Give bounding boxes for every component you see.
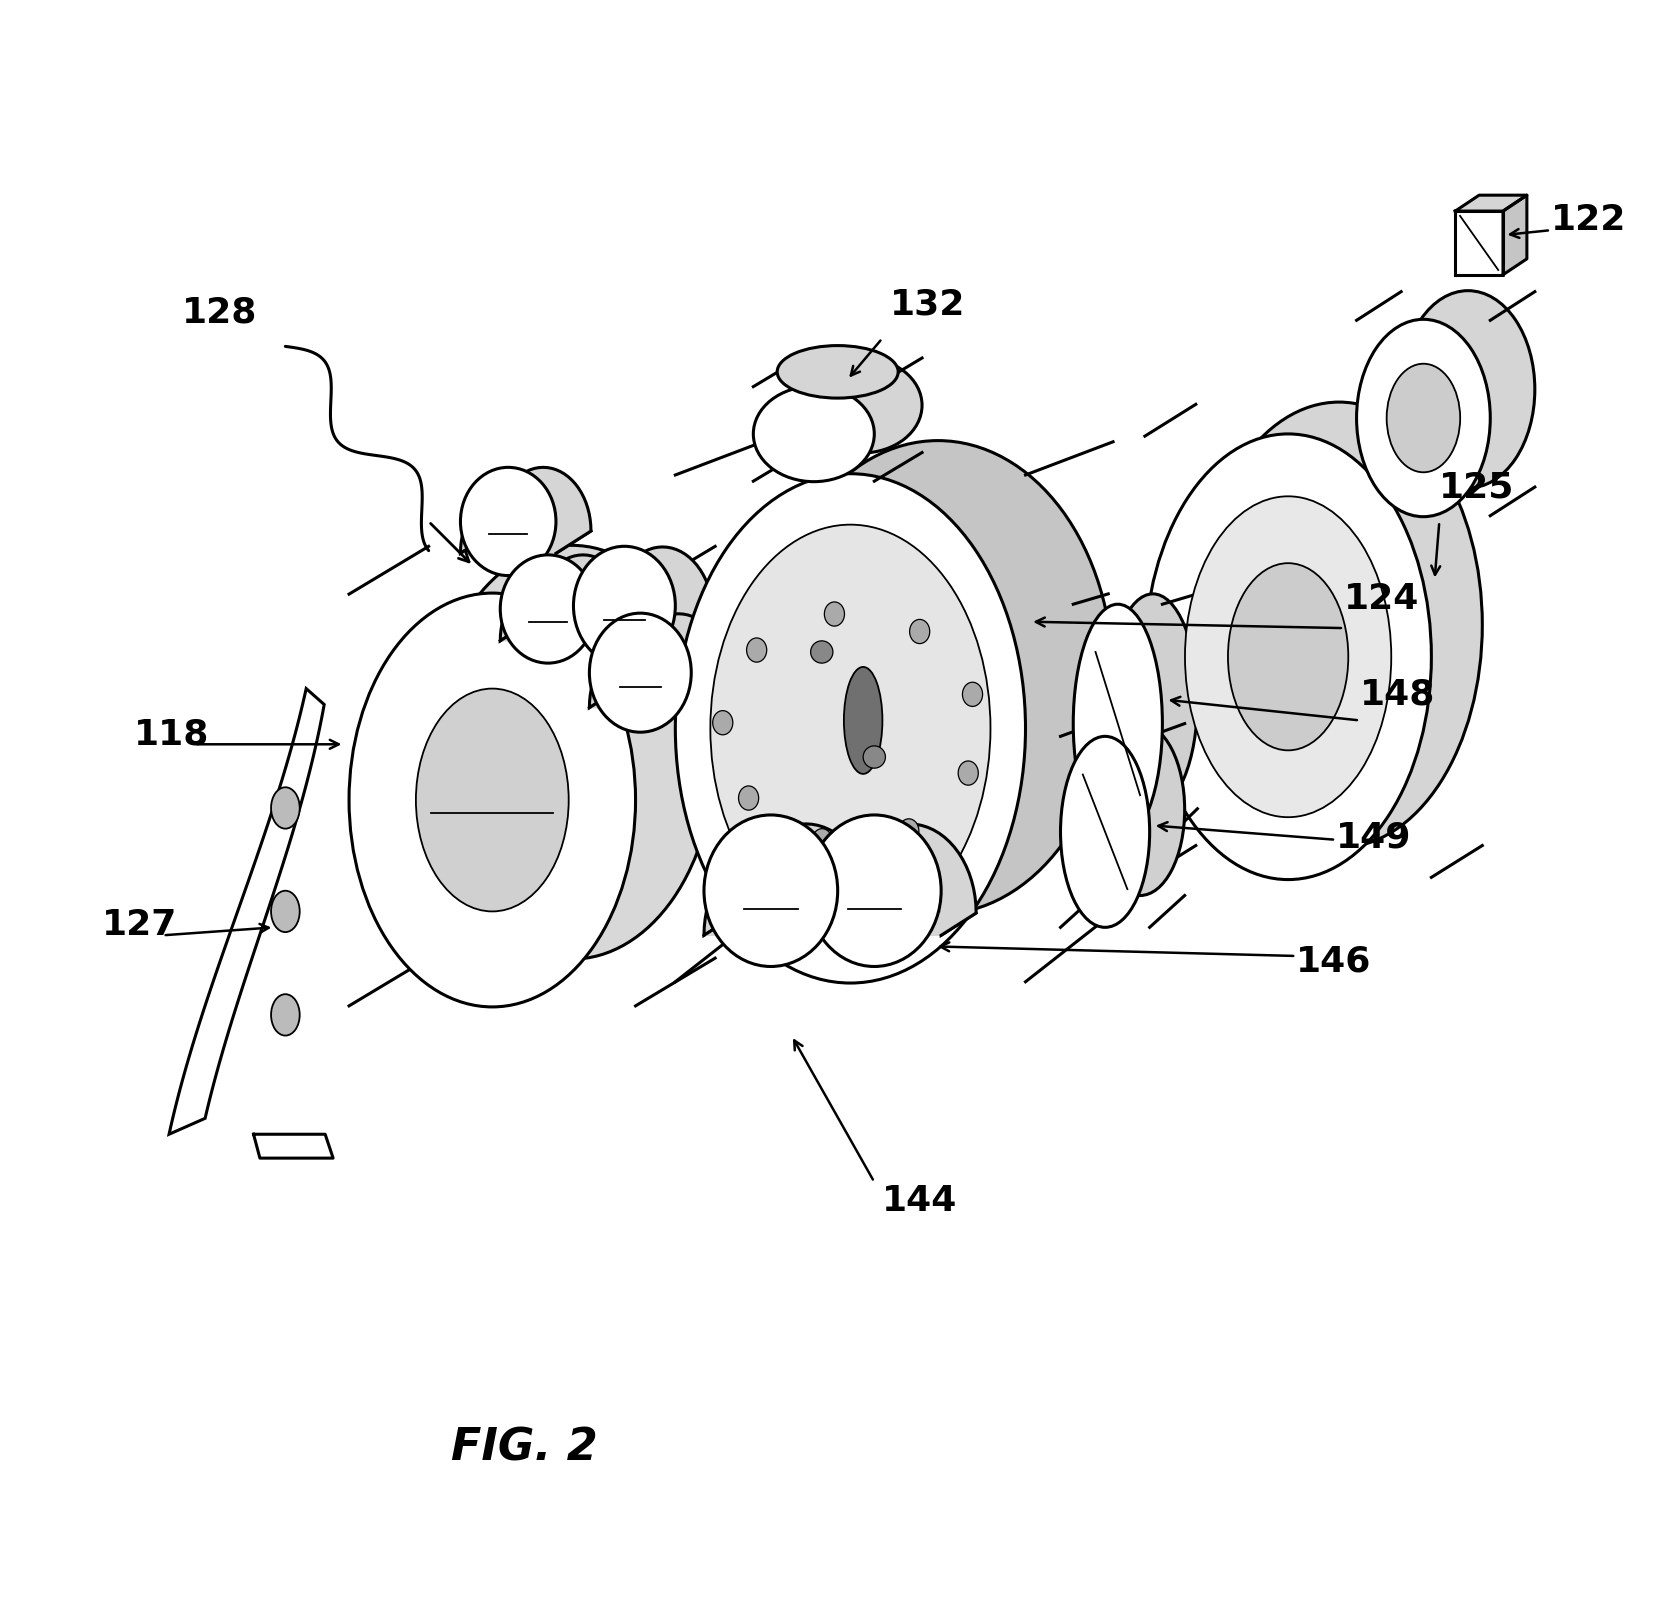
Ellipse shape bbox=[1185, 496, 1392, 818]
Ellipse shape bbox=[1357, 320, 1490, 517]
Ellipse shape bbox=[753, 386, 875, 482]
Polygon shape bbox=[704, 824, 873, 936]
Text: 127: 127 bbox=[102, 909, 177, 942]
Ellipse shape bbox=[778, 346, 898, 398]
Polygon shape bbox=[574, 618, 714, 642]
Ellipse shape bbox=[416, 688, 569, 912]
Ellipse shape bbox=[801, 357, 921, 453]
Ellipse shape bbox=[270, 891, 300, 933]
Ellipse shape bbox=[1228, 563, 1349, 750]
Polygon shape bbox=[808, 914, 976, 936]
Text: 128: 128 bbox=[182, 296, 257, 330]
Text: 144: 144 bbox=[883, 1184, 958, 1218]
Ellipse shape bbox=[676, 474, 1025, 982]
Ellipse shape bbox=[1108, 594, 1197, 808]
Ellipse shape bbox=[813, 829, 833, 853]
Polygon shape bbox=[589, 683, 729, 707]
Polygon shape bbox=[574, 547, 714, 642]
Ellipse shape bbox=[738, 786, 759, 810]
Ellipse shape bbox=[845, 667, 883, 774]
Ellipse shape bbox=[270, 787, 300, 829]
Ellipse shape bbox=[711, 525, 990, 933]
Ellipse shape bbox=[574, 546, 676, 666]
Ellipse shape bbox=[704, 814, 838, 966]
Text: FIG. 2: FIG. 2 bbox=[451, 1427, 598, 1469]
Ellipse shape bbox=[349, 594, 636, 1006]
Ellipse shape bbox=[811, 642, 833, 662]
Ellipse shape bbox=[746, 638, 766, 662]
Polygon shape bbox=[589, 614, 729, 707]
Text: 125: 125 bbox=[1439, 470, 1515, 504]
Ellipse shape bbox=[429, 546, 714, 958]
Polygon shape bbox=[704, 914, 873, 936]
Text: 118: 118 bbox=[134, 717, 210, 752]
Polygon shape bbox=[501, 555, 631, 642]
Ellipse shape bbox=[958, 762, 978, 786]
Polygon shape bbox=[808, 824, 976, 936]
Ellipse shape bbox=[808, 814, 941, 966]
Polygon shape bbox=[1504, 195, 1527, 275]
Text: 149: 149 bbox=[1335, 821, 1412, 854]
Ellipse shape bbox=[1402, 291, 1535, 488]
Ellipse shape bbox=[910, 619, 930, 643]
Polygon shape bbox=[1455, 211, 1504, 275]
Ellipse shape bbox=[1095, 723, 1185, 896]
Ellipse shape bbox=[1195, 402, 1482, 848]
Ellipse shape bbox=[963, 682, 983, 707]
Polygon shape bbox=[254, 1134, 334, 1158]
Ellipse shape bbox=[763, 440, 1113, 914]
Ellipse shape bbox=[1060, 736, 1150, 928]
Ellipse shape bbox=[1145, 434, 1432, 880]
Text: 122: 122 bbox=[1551, 203, 1626, 237]
Ellipse shape bbox=[501, 555, 596, 662]
Ellipse shape bbox=[863, 746, 886, 768]
Text: 132: 132 bbox=[890, 288, 966, 322]
Ellipse shape bbox=[713, 710, 733, 734]
Ellipse shape bbox=[270, 994, 300, 1035]
Ellipse shape bbox=[461, 467, 556, 576]
Polygon shape bbox=[461, 467, 591, 554]
Text: 148: 148 bbox=[1360, 677, 1435, 712]
Polygon shape bbox=[169, 688, 324, 1134]
Polygon shape bbox=[1455, 195, 1527, 211]
Ellipse shape bbox=[824, 602, 845, 626]
Ellipse shape bbox=[898, 819, 920, 843]
Polygon shape bbox=[461, 531, 591, 554]
Ellipse shape bbox=[1387, 363, 1460, 472]
Polygon shape bbox=[501, 619, 631, 642]
Ellipse shape bbox=[589, 613, 691, 733]
Ellipse shape bbox=[1073, 605, 1162, 843]
Text: 146: 146 bbox=[1297, 946, 1372, 979]
Text: 124: 124 bbox=[1344, 582, 1419, 616]
